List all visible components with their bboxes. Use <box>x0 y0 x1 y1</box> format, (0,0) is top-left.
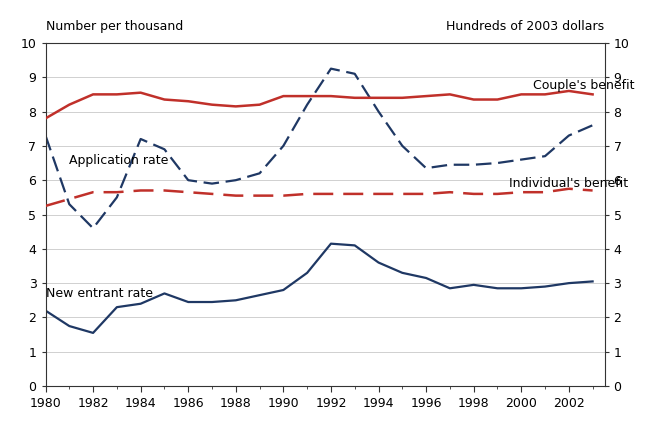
Text: Application rate: Application rate <box>70 154 168 167</box>
Text: New entrant rate: New entrant rate <box>46 287 153 300</box>
Text: Individual's benefit: Individual's benefit <box>510 177 629 190</box>
Text: Hundreds of 2003 dollars: Hundreds of 2003 dollars <box>447 20 604 33</box>
Text: Couple's benefit: Couple's benefit <box>533 79 634 92</box>
Text: Number per thousand: Number per thousand <box>46 20 183 33</box>
